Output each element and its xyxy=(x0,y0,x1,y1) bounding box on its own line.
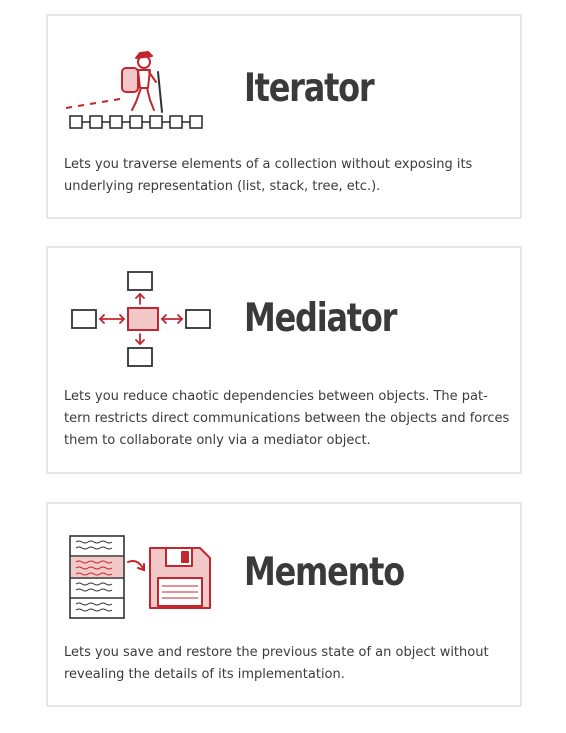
pattern-description: Lets you reduce chaotic dependencies bet… xyxy=(64,389,510,448)
pattern-card-mediator[interactable]: Mediator Lets you reduce chaotic depende… xyxy=(46,246,522,474)
pattern-title: Iterator xyxy=(244,66,375,111)
document-to-floppy-disk-icon xyxy=(69,535,211,619)
pattern-title: Mediator xyxy=(244,296,397,341)
pattern-description: Lets you save and restore the previous s… xyxy=(64,645,489,682)
hiker-walking-chain-icon xyxy=(65,51,203,129)
pattern-card-iterator[interactable]: Iterator Lets you traverse elements of a… xyxy=(46,14,522,219)
pattern-description: Lets you traverse elements of a collecti… xyxy=(64,157,473,194)
pattern-card-memento[interactable]: Memento Lets you save and restore the pr… xyxy=(46,502,522,707)
pattern-title: Memento xyxy=(244,550,405,595)
hub-with-four-boxes-icon xyxy=(71,271,211,367)
